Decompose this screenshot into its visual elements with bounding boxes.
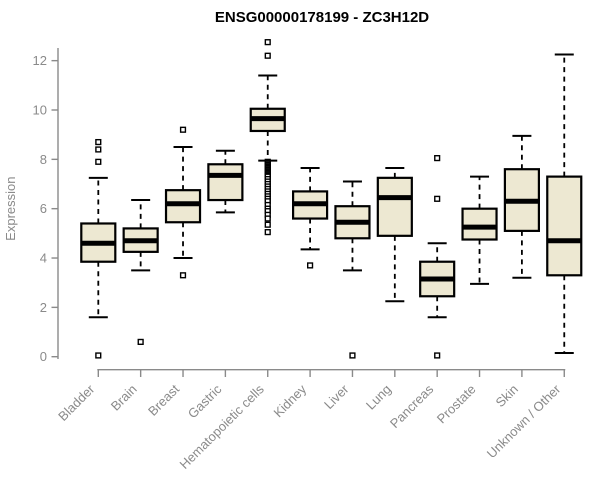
y-tick-label: 10: [33, 103, 47, 118]
box-group-unknown-other: [546, 53, 583, 354]
y-axis: 0 2 4 6 8 10 12 Expression: [3, 48, 59, 364]
y-tick-label: 8: [40, 152, 47, 167]
box-group-hematopoietic-cells: [249, 39, 286, 236]
box-group-lung: [376, 166, 413, 303]
outlier-point: [95, 158, 102, 165]
x-tick-label: Liver: [321, 381, 352, 412]
x-tick-label: Kidney: [271, 381, 310, 420]
box-group-breast: [164, 126, 202, 279]
outlier-point: [137, 338, 144, 345]
x-tick-label: Skin: [493, 382, 521, 410]
y-tick-label: 6: [40, 201, 47, 216]
x-tick-label: Brain: [108, 382, 140, 414]
box-group-liver: [334, 180, 371, 359]
x-tick-label: Bladder: [55, 381, 98, 424]
box-group-brain: [122, 199, 159, 345]
x-tick-label: Unknown / Other: [484, 381, 564, 461]
outlier-point: [95, 146, 102, 153]
outlier-point: [434, 352, 441, 359]
outlier-point: [349, 352, 356, 359]
box-group-bladder: [80, 138, 117, 359]
outlier-point: [95, 352, 102, 359]
outlier-point: [264, 52, 271, 59]
y-tick-label: 12: [33, 53, 47, 68]
box-group-gastric: [207, 149, 244, 214]
box-group-kidney: [292, 166, 329, 269]
x-tick-label: Prostate: [434, 382, 479, 427]
box-rect: [207, 163, 244, 202]
y-tick-label: 4: [40, 251, 47, 266]
x-tick-label: Gastric: [185, 381, 225, 421]
outlier-point: [264, 39, 271, 46]
box-group-prostate: [461, 175, 498, 285]
box-group-pancreas: [419, 155, 456, 359]
x-tick-label: Hematopoietic cells: [177, 381, 268, 472]
chart-title: ENSG00000178199 - ZC3H12D: [214, 9, 430, 26]
outlier-point: [434, 155, 441, 162]
y-axis-title: Expression: [3, 177, 18, 241]
outlier-point: [264, 221, 271, 228]
outlier-point: [264, 229, 271, 236]
x-tick-label: Breast: [145, 381, 182, 418]
outlier-point: [307, 262, 314, 269]
outlier-point: [264, 215, 271, 222]
outlier-point: [179, 126, 187, 133]
outlier-point: [434, 195, 441, 202]
x-tick-label: Lung: [363, 382, 394, 413]
x-tick-label: Pancreas: [387, 381, 437, 431]
box-rect: [461, 207, 498, 241]
outlier-point: [95, 138, 102, 146]
box-rect: [546, 175, 583, 277]
outlier-point: [179, 272, 187, 279]
y-tick-label: 2: [40, 300, 47, 315]
box-rect: [376, 176, 413, 237]
y-tick-label: 0: [40, 349, 47, 364]
box-group-skin: [503, 134, 540, 279]
